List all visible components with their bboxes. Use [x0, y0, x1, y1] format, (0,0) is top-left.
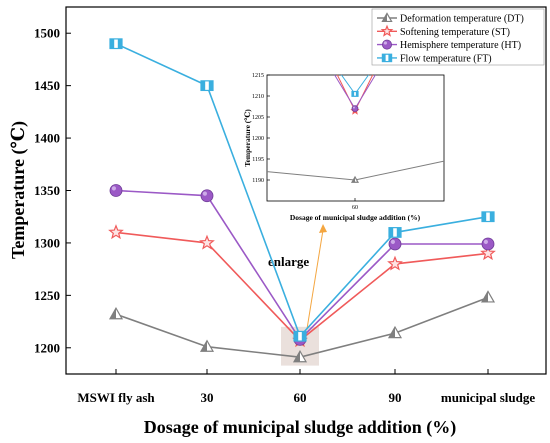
series-line-st — [115, 231, 489, 342]
y-tick-label: 1200 — [34, 340, 60, 355]
marker-ft — [200, 80, 214, 92]
legend-label: Softening temperature (ST) — [400, 27, 510, 38]
marker-ht — [388, 237, 402, 251]
y-axis-ticks: 1200 1250 1300 1350 1400 1450 1500 — [34, 26, 71, 355]
marker-ht — [109, 184, 123, 197]
marker-dt — [199, 339, 215, 352]
x-tick-label: MSWI fly ash — [77, 390, 155, 405]
marker-st — [108, 224, 124, 240]
legend-marker-dt — [381, 12, 393, 23]
y-tick-label: 1300 — [34, 235, 60, 250]
marker-ft — [109, 38, 123, 50]
legend-label: Hemisphere temperature (HT) — [400, 40, 521, 51]
y-tick-label: 1400 — [34, 131, 60, 146]
marker-st — [480, 245, 496, 261]
marker-ft — [293, 330, 307, 342]
inset-y-axis-title: Temperature (℃) — [243, 109, 252, 167]
legend: Deformation temperature (DT) Softening te… — [371, 8, 545, 66]
y-tick-label: 1250 — [34, 288, 60, 303]
inset-y-tick-label: 1215 — [252, 73, 264, 79]
marker-ht — [481, 237, 495, 251]
inset-chart: 1190 1195 1200 1205 1210 1215 60 Dosage of mu… — [243, 73, 445, 222]
enlarge-arrow — [306, 224, 327, 329]
marker-st — [387, 255, 403, 271]
inset-markers — [350, 90, 360, 183]
inset-marker-ht — [351, 105, 359, 112]
y-tick-label: 1450 — [34, 78, 60, 93]
x-tick-label: 90 — [389, 390, 402, 405]
legend-label: Flow temperature (FT) — [400, 53, 492, 64]
x-axis-title: Dosage of municipal sludge addition (%) — [144, 417, 457, 438]
legend-label: Deformation temperature (DT) — [400, 14, 524, 25]
marker-dt — [387, 325, 403, 339]
enlarge-annotation: enlarge — [268, 254, 309, 269]
legend-marker-st — [380, 24, 394, 37]
legend-box — [371, 8, 545, 66]
inset-y-tick-label: 1190 — [252, 178, 264, 184]
marker-ht — [200, 189, 214, 203]
inset-y-tick-label: 1200 — [252, 136, 264, 142]
inset-y-tick-label: 1205 — [252, 115, 264, 121]
marker-ft — [481, 211, 495, 223]
inset-marker-dt — [350, 175, 360, 183]
marker-dt — [108, 307, 124, 320]
x-axis-ticks: MSWI fly ash 30 60 90 municipal sludge — [77, 369, 535, 405]
inset-x-tick-60: 60 — [352, 205, 358, 211]
legend-marker-ht — [381, 39, 392, 50]
inset-y-ticks: 1190 1195 1200 1205 1210 1215 — [252, 73, 356, 201]
series-markers — [108, 38, 496, 363]
marker-st — [199, 234, 215, 250]
inset-y-tick-label: 1195 — [252, 157, 264, 163]
y-tick-label: 1500 — [34, 26, 60, 41]
marker-dt — [480, 290, 496, 303]
y-axis-title: Temperature (℃) — [8, 121, 29, 259]
marker-dt — [292, 350, 308, 363]
x-tick-label: 30 — [201, 390, 214, 405]
x-tick-label: municipal sludge — [441, 390, 536, 405]
marker-ft — [388, 227, 402, 238]
inset-marker-ft — [351, 90, 359, 97]
x-tick-label: 60 — [294, 390, 307, 405]
inset-y-tick-label: 1210 — [252, 94, 264, 100]
y-tick-label: 1350 — [34, 183, 60, 198]
inset-x-axis-title: Dosage of municipal sludge addition (%) — [290, 213, 421, 222]
legend-marker-ft — [381, 53, 393, 63]
